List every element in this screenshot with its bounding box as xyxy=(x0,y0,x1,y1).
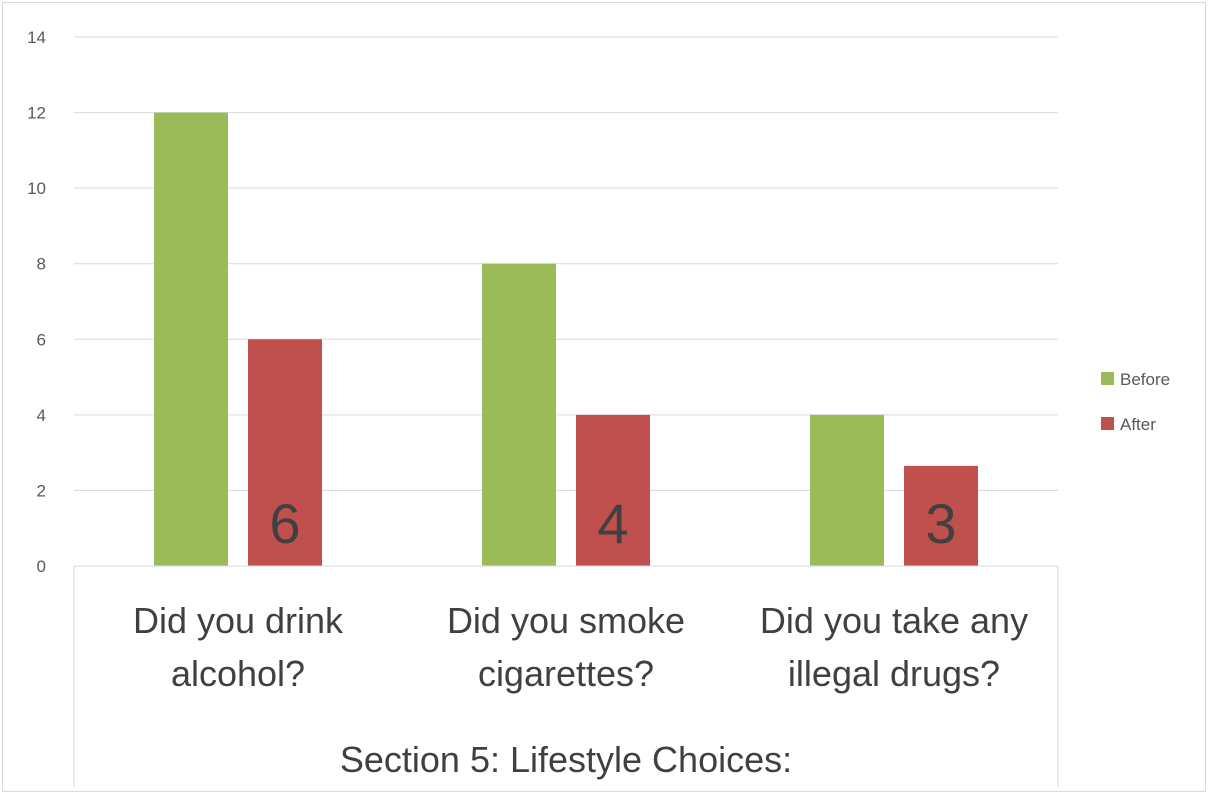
bar-before xyxy=(482,263,556,566)
bar-after xyxy=(248,339,322,566)
gridlines xyxy=(74,36,1058,491)
data-label: 3 xyxy=(925,492,956,555)
y-tick-label: 0 xyxy=(37,557,46,576)
legend-swatch xyxy=(1101,417,1114,430)
bars: 6 4 3 xyxy=(154,112,978,567)
category-label: Did you smoke cigarettes? xyxy=(447,600,685,694)
bar-after xyxy=(904,465,978,566)
bar-after xyxy=(576,414,650,566)
y-tick-label: 4 xyxy=(37,406,46,425)
y-axis: 0 2 4 6 8 10 12 14 xyxy=(27,28,46,576)
y-tick-label: 10 xyxy=(27,179,46,198)
data-label: 6 xyxy=(269,492,300,555)
x-axis-title: Section 5: Lifestyle Choices: xyxy=(340,739,792,780)
x-axis: Did you drink alcohol? Did you smoke cigare… xyxy=(73,565,1059,787)
data-label: 4 xyxy=(597,492,628,555)
bar-before xyxy=(810,414,884,566)
y-tick-label: 2 xyxy=(37,481,46,500)
y-tick-label: 8 xyxy=(37,255,46,274)
category-label: Did you drink alcohol? xyxy=(133,600,344,694)
y-tick-label: 6 xyxy=(37,330,46,349)
bar-before xyxy=(154,112,228,567)
y-tick-label: 12 xyxy=(27,104,46,123)
legend-label: Before xyxy=(1120,370,1170,389)
legend: Before After xyxy=(1101,370,1170,434)
category-label: Did you take any illegal drugs? xyxy=(760,600,1028,694)
y-tick-label: 14 xyxy=(27,28,46,47)
legend-swatch xyxy=(1101,372,1114,385)
legend-label: After xyxy=(1120,415,1156,434)
